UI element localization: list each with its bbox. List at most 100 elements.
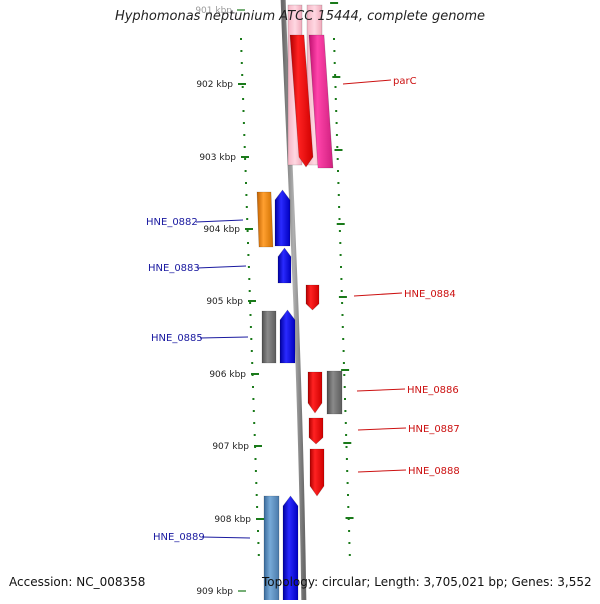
track-dot [346,482,349,484]
track-dot [250,350,253,352]
track-dot [253,422,256,424]
track-dot [249,302,252,304]
track-dot [345,434,348,436]
gene-labels: parC HNE_0882 HNE_0883 HNE_0884 HNE_0885 HNE_… [146,76,460,543]
genome-backbone [280,0,307,604]
gene-label-HNE_0883[interactable]: HNE_0883 [148,263,200,274]
scale-tick-label: 902 kbp [196,80,233,90]
accession-text: Accession: NC_008358 [9,575,146,589]
track-dot [342,350,345,352]
gene-HNE_0886 [326,370,343,415]
track-dot [240,38,242,40]
gene-leader-line [357,469,407,473]
gene-label-HNE_0885[interactable]: HNE_0885 [151,333,203,344]
scale-tick-label: 901 kbp [195,6,232,16]
scale-tick-label: 908 kbp [214,515,251,525]
track-dot [241,86,244,88]
track-dot [347,506,350,508]
track-dot [333,38,335,40]
track-dot [246,230,249,232]
scale-tick-label: 904 kbp [203,225,240,235]
scale-ticks: 901 kbp 902 kbp 903 kbp 904 kbp 905 kbp 906 k… [195,2,354,597]
gene-label-HNE_0882[interactable]: HNE_0882 [146,217,198,228]
track-dot [253,434,256,436]
track-dot [346,470,349,472]
track-dot [336,146,339,148]
gene-label-HNE_0884[interactable]: HNE_0884 [404,289,456,300]
track-dot [257,554,260,556]
gene-leader-line [356,388,406,392]
gene-label-HNE_0887[interactable]: HNE_0887 [408,424,460,435]
track-dot [242,122,245,124]
track-dot [256,506,259,508]
track-dot [245,182,247,184]
track-dot [335,110,338,112]
track-dot [344,398,346,400]
gene-red-arrow [307,371,323,414]
gene-red-arrow [289,34,314,168]
track-dot [252,398,255,400]
track-dot [345,446,348,448]
track-dot [338,218,341,220]
track-dot [245,206,248,208]
track-dot [240,50,243,52]
track-dot [339,242,342,244]
track-dot [240,62,243,64]
track-dot [251,362,254,364]
track-dot [248,278,251,280]
track-dot [244,158,247,160]
track-dot [257,542,260,544]
track-dot [337,170,339,172]
track-dot [340,278,343,280]
track-dot [341,314,344,316]
gene-blue-arrow [274,189,291,247]
genome-backbone-line [280,0,307,604]
gene-label-parC[interactable]: parC [393,76,417,87]
track-dot [254,458,257,460]
track-dot [242,98,245,100]
gene-HNE_0884 [305,284,320,311]
track-dot [344,422,347,424]
gene-HNE_0883 [277,247,292,284]
scale-tick-label: 906 kbp [209,370,246,380]
gene-label-HNE_0889[interactable]: HNE_0889 [153,532,205,543]
track-dot [255,482,258,484]
gene-label-HNE_0886[interactable]: HNE_0886 [407,385,459,396]
track-dot [243,134,246,136]
track-dot [257,530,259,532]
track-dot [344,410,347,412]
track-dot [336,158,339,160]
gene-label-HNE_0888[interactable]: HNE_0888 [408,466,460,477]
track-dot [248,290,251,292]
gene-leader-line [196,265,247,269]
track-dot [337,182,340,184]
track-dot [243,146,246,148]
scale-tick-label: 905 kbp [206,297,243,307]
genome-title: Hyphomonas neptunium ATCC 15444, complet… [114,9,486,24]
track-dot [249,314,252,316]
track-dot [333,62,336,64]
track-dot [241,74,244,76]
track-dot [338,206,341,208]
gene-HNE_0887 [308,417,324,445]
gene-leader-line [199,336,249,339]
track-dot [342,362,345,364]
gene-leader-line [353,292,403,297]
gene-track [256,4,343,604]
track-dot [348,530,351,532]
track-dot [254,470,257,472]
gene-HNE_0889 [263,495,280,604]
gene-HNE_0882 [256,191,274,248]
track-dot [247,242,249,244]
gene-HNE_0885 [261,310,277,364]
track-dot [250,338,253,340]
track-dot [334,74,337,76]
track-dot [334,86,337,88]
gene-blue-arrow [279,309,296,364]
track-dot [334,98,337,100]
track-dot [252,386,254,388]
track-dot [247,266,250,268]
track-dot [252,410,255,412]
topology-text: Topology: circular; Length: 3,705,021 bp… [262,575,592,589]
